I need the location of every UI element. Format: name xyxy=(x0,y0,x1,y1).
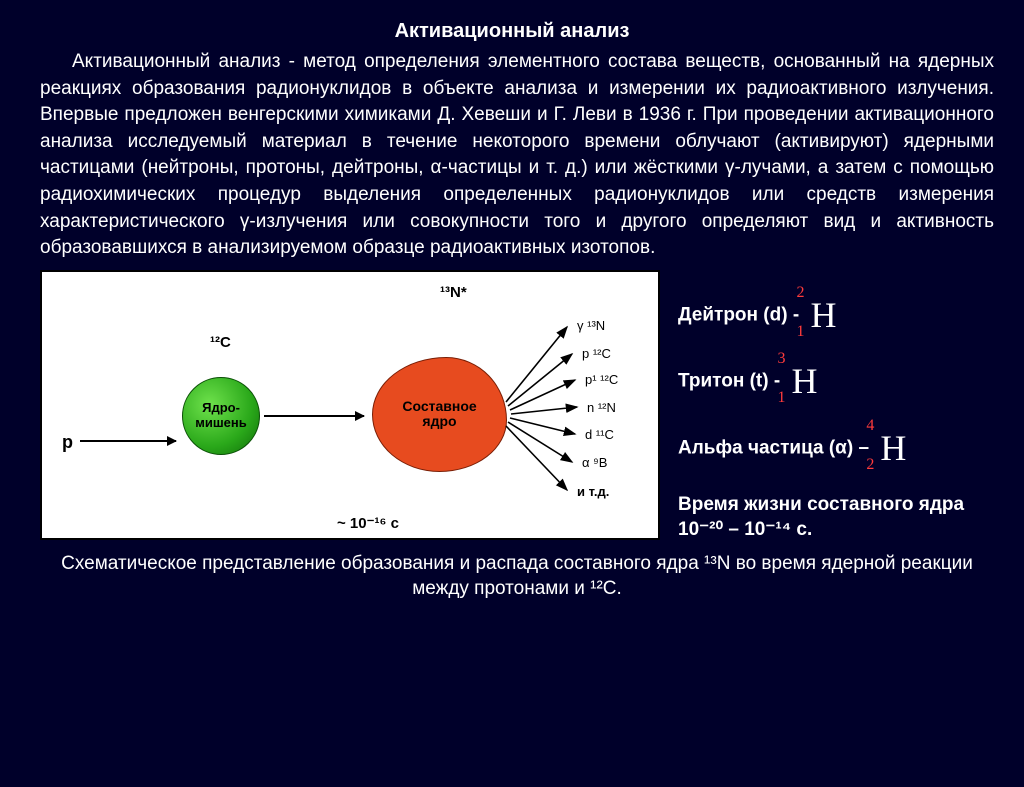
mass: 3 xyxy=(777,344,785,374)
deuteron-symbol: 21H xyxy=(810,282,836,349)
lifetime-line: Время жизни составного ядра 10⁻²⁰ – 10⁻¹… xyxy=(678,492,994,543)
alpha-label: Альфа частица (α) – xyxy=(678,437,869,458)
ray-label: n ¹²N xyxy=(587,400,616,415)
ray-label: d ¹¹C xyxy=(585,427,614,442)
page-title: Активационный анализ xyxy=(0,20,1024,43)
triton-label: Тритон (t) - xyxy=(678,371,780,392)
z: 2 xyxy=(866,450,874,480)
z: 1 xyxy=(777,383,785,413)
diagram-box: ¹³N* ¹²C p Ядро-мишень Составноеядро γ ¹… xyxy=(40,270,660,540)
mass: 2 xyxy=(796,278,804,308)
alpha-line: Альфа частица (α) – 42H xyxy=(678,415,994,482)
triton-line: Тритон (t) - 31H xyxy=(678,348,994,415)
ray-label: p¹ ¹²C xyxy=(585,372,618,387)
sym: H xyxy=(810,295,836,335)
ray-label: γ ¹³N xyxy=(577,318,605,333)
rays-svg xyxy=(42,272,662,542)
ray-label: α ⁹B xyxy=(582,455,607,470)
deuteron-line: Дейтрон (d) - 21H xyxy=(678,282,994,349)
main-paragraph: Активационный анализ - метод определения… xyxy=(0,43,1024,262)
ray-label: p ¹²C xyxy=(582,346,611,361)
z: 1 xyxy=(796,317,804,347)
ray-label: и т.д. xyxy=(577,484,609,499)
alpha-symbol: 42H xyxy=(880,415,906,482)
sym: H xyxy=(880,428,906,468)
mass: 4 xyxy=(866,411,874,441)
triton-symbol: 31H xyxy=(791,348,817,415)
diagram-row: ¹³N* ¹²C p Ядро-мишень Составноеядро γ ¹… xyxy=(0,262,1024,543)
sym: H xyxy=(791,361,817,401)
label-time: ~ 10⁻¹⁶ c xyxy=(337,514,399,532)
deuteron-label: Дейтрон (d) - xyxy=(678,304,799,325)
side-column: Дейтрон (d) - 21H Тритон (t) - 31H Альфа… xyxy=(678,270,994,543)
caption: Схематическое представление образования … xyxy=(0,543,1024,602)
